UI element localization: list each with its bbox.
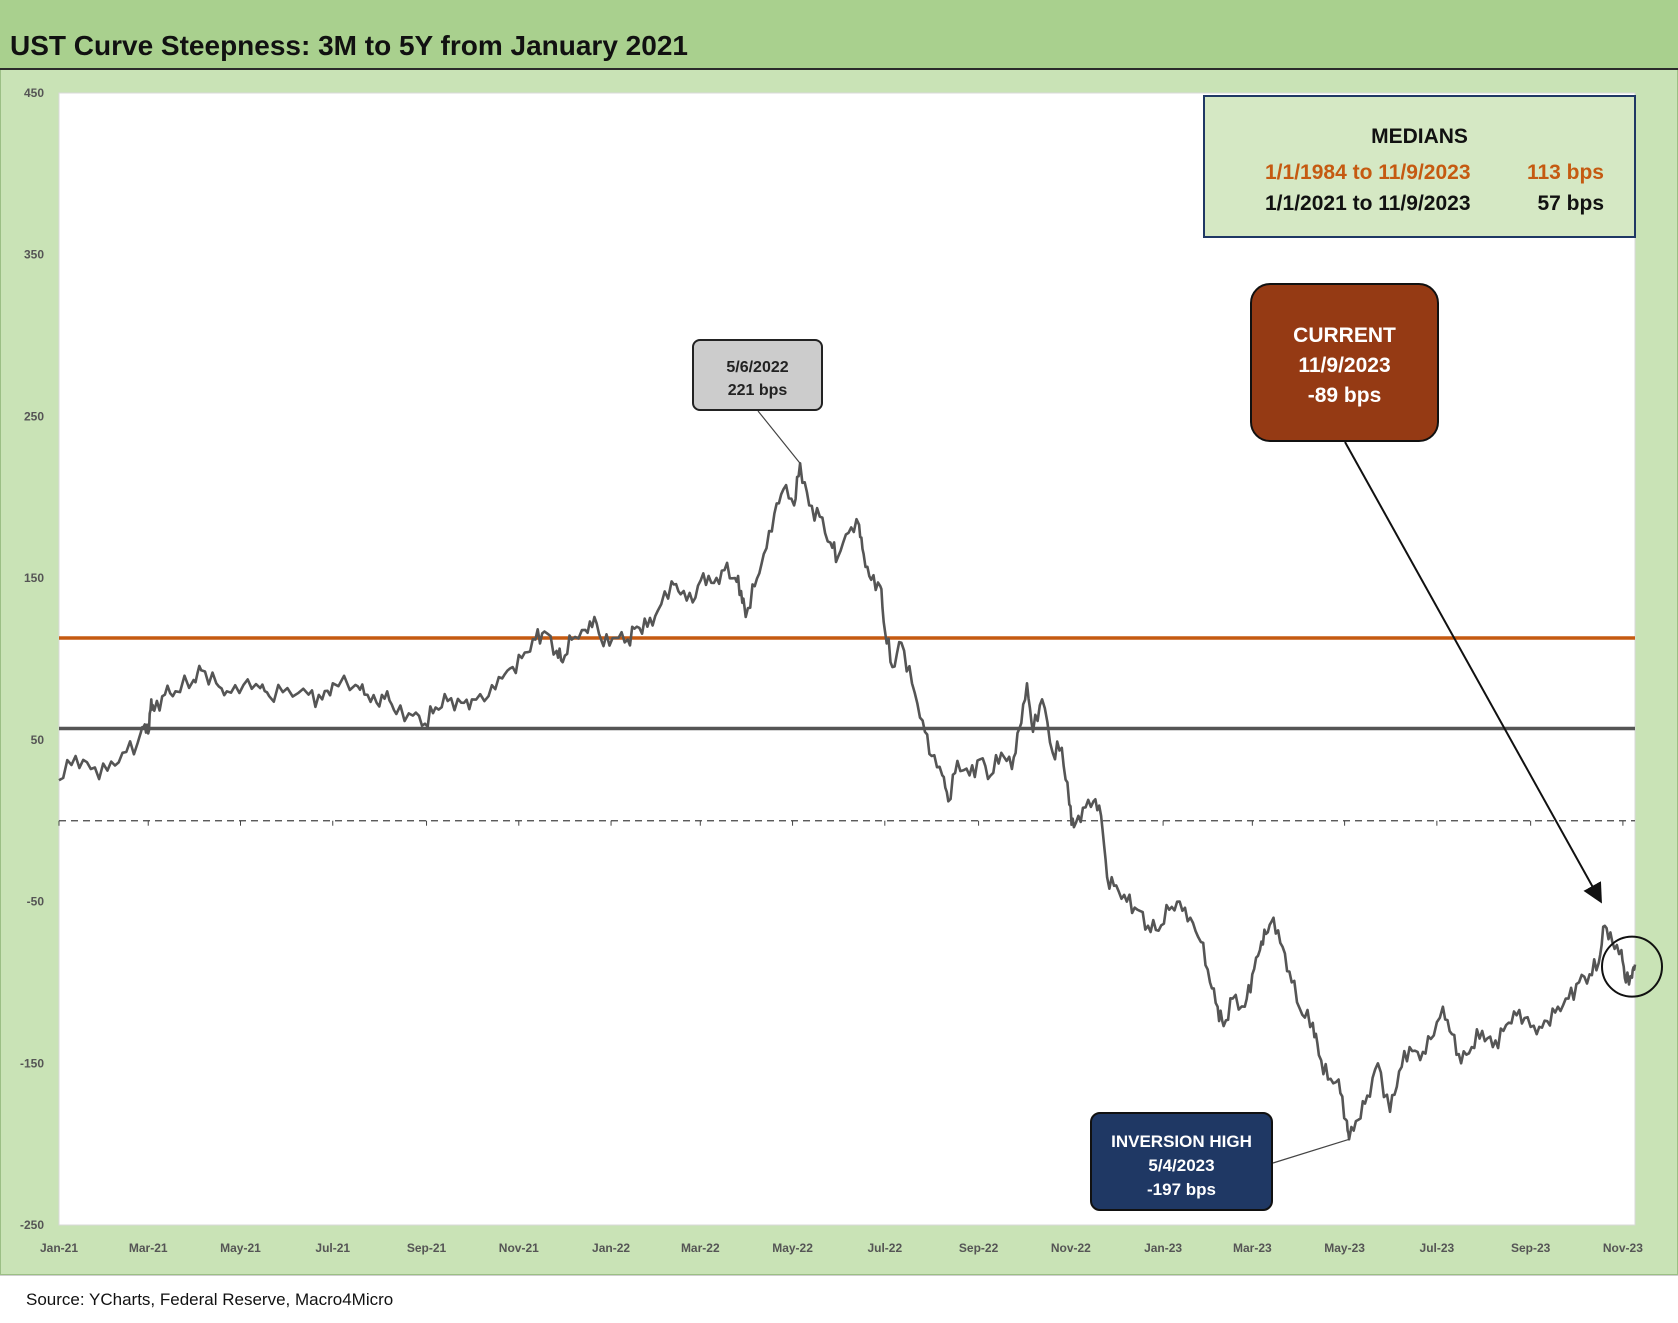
medians-box: MEDIANS 1/1/1984 to 11/9/2023 113 bps 1/… (1203, 95, 1636, 238)
inversion-callout: INVERSION HIGH 5/4/2023 -197 bps (1090, 1112, 1273, 1211)
x-tick-label: Mar-21 (129, 1241, 168, 1255)
y-tick-label: 50 (31, 733, 45, 747)
y-axis: 450 350 250 150 50 -50 -150 -250 (20, 86, 44, 1232)
plot-background (59, 93, 1635, 1225)
x-tick-label: Nov-21 (499, 1241, 539, 1255)
y-tick-label: 350 (24, 248, 44, 262)
inversion-label: INVERSION HIGH (1092, 1130, 1271, 1154)
x-tick-label: Nov-23 (1603, 1241, 1643, 1255)
x-tick-label: Mar-23 (1233, 1241, 1272, 1255)
inversion-value: -197 bps (1092, 1178, 1271, 1202)
current-date: 11/9/2023 (1252, 351, 1437, 381)
median-range-long: 1/1/1984 to 11/9/2023 (1265, 161, 1471, 185)
y-tick-label: 150 (24, 571, 44, 585)
x-tick-label: Jul-21 (315, 1241, 350, 1255)
current-callout: CURRENT 11/9/2023 -89 bps (1250, 283, 1439, 442)
x-tick-label: May-22 (772, 1241, 813, 1255)
x-tick-label: Jul-22 (867, 1241, 902, 1255)
plot-area (59, 93, 1635, 1225)
source-bar: Source: YCharts, Federal Reserve, Macro4… (0, 1275, 1678, 1323)
x-tick-label: Jan-22 (592, 1241, 630, 1255)
x-tick-label: Jan-21 (40, 1241, 78, 1255)
median-range-recent: 1/1/2021 to 11/9/2023 (1265, 192, 1471, 216)
y-tick-label: 450 (24, 86, 44, 100)
x-tick-label: Mar-22 (681, 1241, 720, 1255)
current-value: -89 bps (1252, 381, 1437, 411)
x-tick-label: Sep-22 (959, 1241, 999, 1255)
x-tick-label: Jan-23 (1144, 1241, 1182, 1255)
peak-date: 5/6/2022 (694, 356, 821, 379)
peak-callout: 5/6/2022 221 bps (692, 339, 823, 411)
median-value-long: 113 bps (1527, 161, 1604, 185)
source-note: Source: YCharts, Federal Reserve, Macro4… (26, 1290, 393, 1310)
current-label: CURRENT (1252, 321, 1437, 351)
y-tick-label: -50 (27, 895, 45, 909)
x-tick-label: May-21 (220, 1241, 261, 1255)
x-tick-label: Sep-23 (1511, 1241, 1551, 1255)
x-tick-label: Jul-23 (1420, 1241, 1455, 1255)
peak-value: 221 bps (694, 379, 821, 402)
x-tick-label: May-23 (1324, 1241, 1365, 1255)
medians-heading: MEDIANS (1205, 125, 1634, 149)
x-tick-label: Nov-22 (1051, 1241, 1091, 1255)
median-value-recent: 57 bps (1537, 192, 1604, 216)
y-tick-label: -250 (20, 1218, 44, 1232)
x-tick-label: Sep-21 (407, 1241, 447, 1255)
x-axis: Jan-21 Mar-21 May-21 Jul-21 Sep-21 Nov-21 Jan-… (40, 1241, 1643, 1255)
y-tick-label: -150 (20, 1056, 44, 1070)
inversion-date: 5/4/2023 (1092, 1154, 1271, 1178)
y-tick-label: 250 (24, 409, 44, 423)
